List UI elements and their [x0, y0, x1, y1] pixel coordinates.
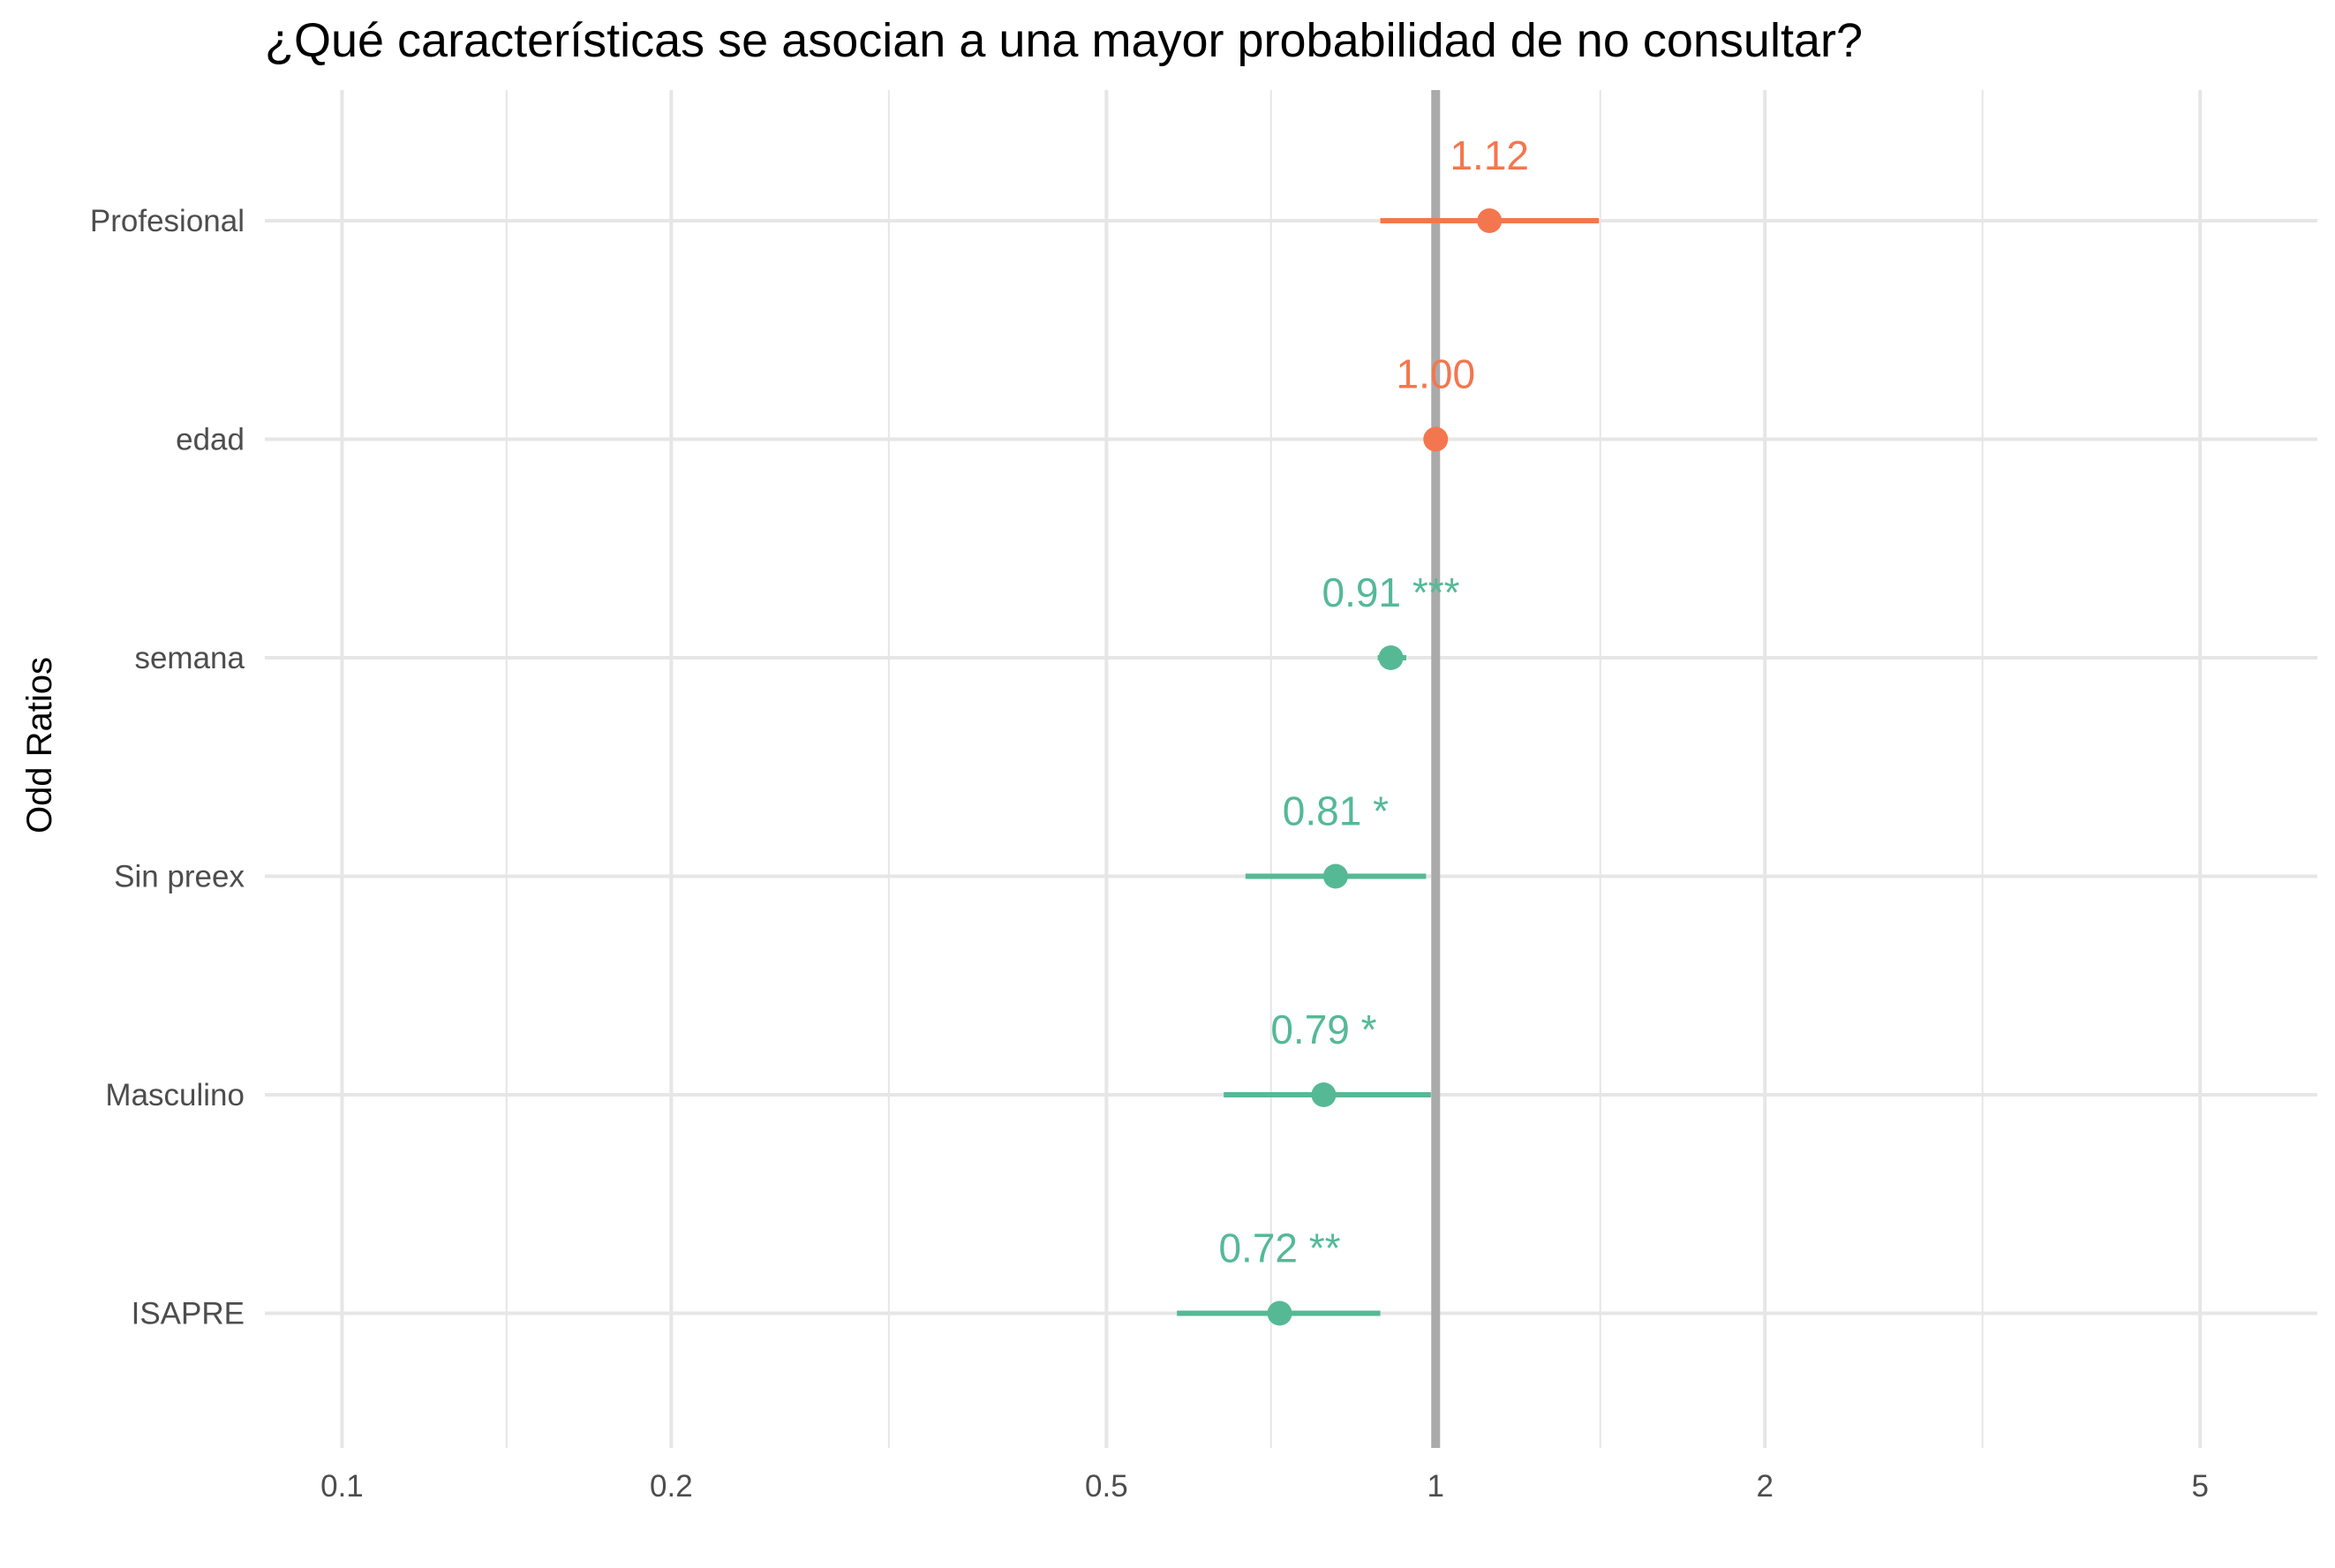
estimate-point — [1267, 1300, 1292, 1326]
estimate-label: 0.81 * — [1283, 788, 1389, 834]
x-tick-label: 0.5 — [1085, 1469, 1128, 1504]
estimate-label: 1.12 — [1450, 132, 1529, 178]
estimate-label: 0.72 ** — [1218, 1225, 1340, 1271]
x-tick-label: 1 — [1427, 1469, 1444, 1504]
y-tick-label: semana — [134, 641, 245, 675]
x-tick-label: 0.2 — [650, 1469, 693, 1504]
y-axis-label: Odd Ratios — [20, 657, 59, 833]
estimate-point — [1311, 1082, 1337, 1107]
estimate-point — [1322, 863, 1348, 889]
y-tick-label: Sin preex — [114, 860, 245, 894]
x-tick-label: 2 — [1756, 1469, 1773, 1504]
chart-title: ¿Qué características se asocian a una ma… — [265, 14, 1863, 67]
estimate-label: 1.00 — [1397, 351, 1476, 397]
text-layer: ¿Qué características se asocian a una ma… — [20, 14, 2209, 1504]
estimate-point — [1423, 426, 1449, 452]
y-tick-label: Masculino — [105, 1078, 245, 1112]
x-tick-label: 0.1 — [320, 1469, 364, 1504]
y-tick-label: edad — [176, 423, 245, 457]
x-tick-label: 5 — [2191, 1469, 2208, 1504]
estimate-point — [1477, 208, 1503, 233]
estimate-point — [1378, 645, 1404, 670]
estimate-label: 0.79 * — [1270, 1006, 1376, 1052]
marks-layer — [1177, 208, 1600, 1326]
y-tick-label: Profesional — [90, 204, 245, 238]
estimate-label: 0.91 *** — [1322, 569, 1460, 615]
y-tick-label: ISAPRE — [132, 1297, 245, 1331]
